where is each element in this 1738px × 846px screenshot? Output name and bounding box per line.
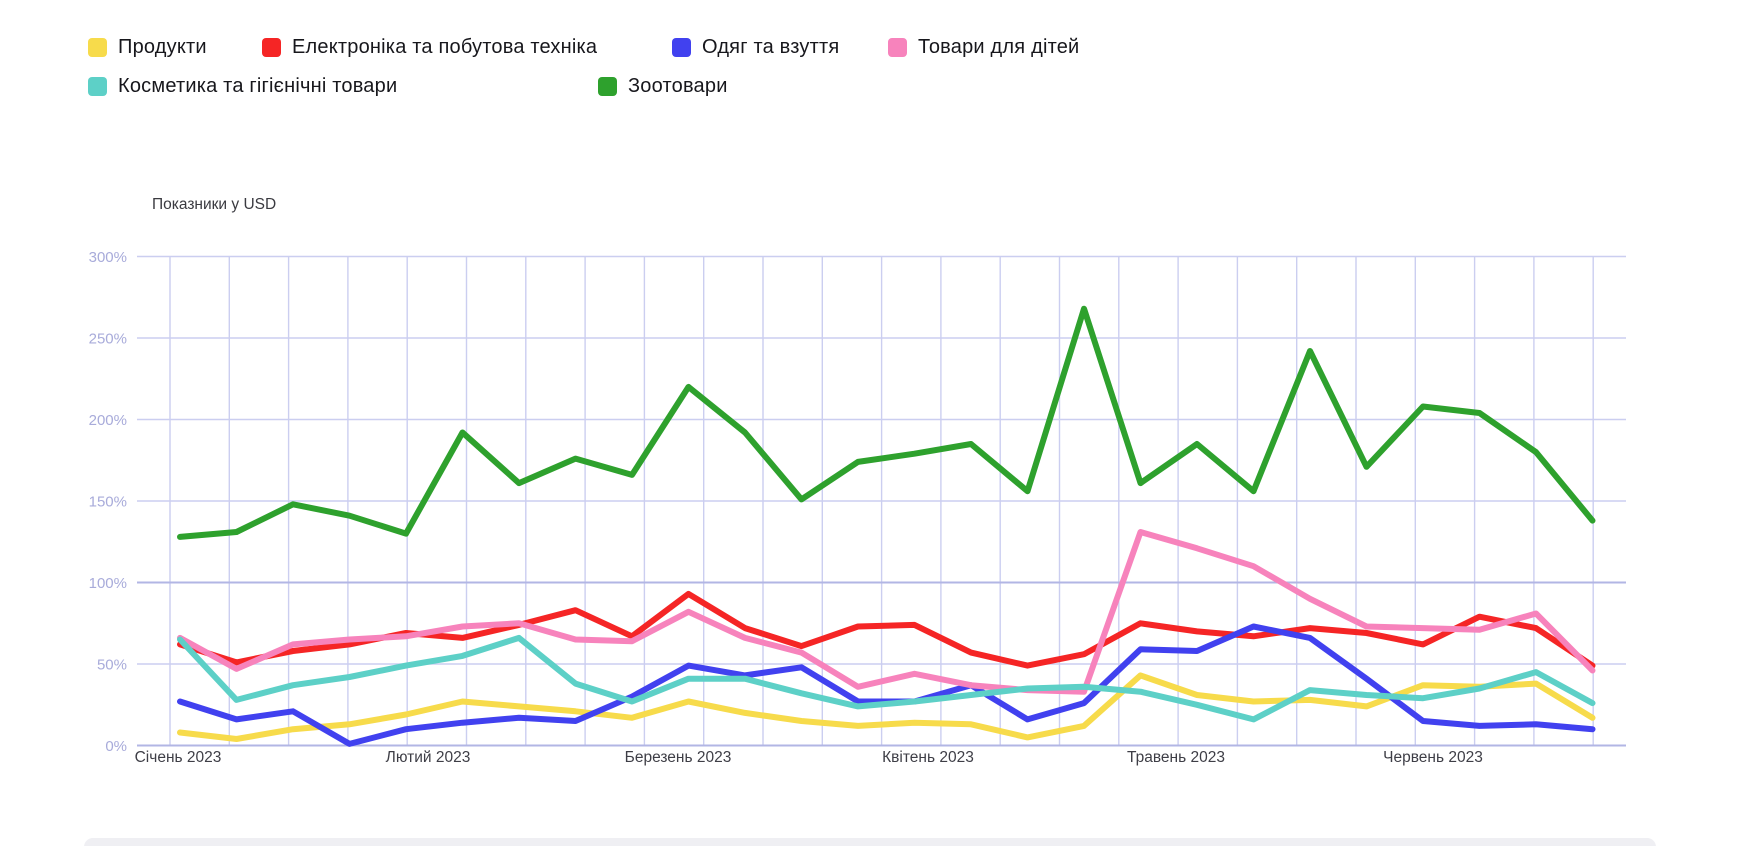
series-lines bbox=[177, 305, 1596, 747]
legend-item-pet_goods[interactable]: Зоотовари bbox=[598, 76, 728, 96]
legend-swatch-clothing bbox=[672, 37, 691, 57]
series-line-pet_goods[interactable] bbox=[177, 305, 1596, 540]
bottom-panel-edge bbox=[84, 838, 1656, 846]
legend-item-label: Одяг та взуття bbox=[702, 36, 840, 58]
legend-item-kids_goods[interactable]: Товари для дітей bbox=[888, 37, 1079, 57]
x-month-label: Квітень 2023 bbox=[882, 749, 974, 766]
x-month-label: Червень 2023 bbox=[1383, 749, 1483, 766]
legend-item-products[interactable]: Продукти bbox=[88, 37, 207, 57]
x-month-label: Березень 2023 bbox=[625, 749, 732, 766]
chart-title: Показники у USD bbox=[152, 196, 277, 213]
legend-swatch-kids_goods bbox=[888, 37, 907, 57]
y-tick-label: 0% bbox=[105, 738, 127, 755]
y-tick-label: 250% bbox=[89, 331, 127, 348]
legend-item-label: Продукти bbox=[118, 36, 207, 58]
y-axis-labels: 0% 50% 100% 150% 200% 250% 300% bbox=[89, 249, 127, 755]
legend-swatch-pet_goods bbox=[598, 76, 617, 96]
x-axis-labels: Січень 2023 Лютий 2023 Березень 2023 Квітен… bbox=[135, 749, 1483, 766]
y-tick-label: 300% bbox=[89, 249, 127, 266]
y-tick-label: 150% bbox=[89, 494, 127, 511]
y-tick-label: 50% bbox=[97, 657, 127, 674]
legend-item-electronics[interactable]: Електроніка та побутова техніка bbox=[262, 37, 597, 57]
legend-item-label: Товари для дітей bbox=[918, 36, 1080, 58]
legend-item-label: Електроніка та побутова техніка bbox=[292, 36, 598, 58]
legend-item-clothing[interactable]: Одяг та взуття bbox=[672, 37, 839, 57]
y-tick-label: 200% bbox=[89, 412, 127, 429]
series-line-cosmetics[interactable] bbox=[177, 634, 1596, 723]
legend-item-label: Косметика та гігієнічні товари bbox=[118, 75, 398, 97]
x-month-label: Лютий 2023 bbox=[386, 749, 471, 766]
legend-item-cosmetics[interactable]: Косметика та гігієнічні товари bbox=[88, 76, 397, 96]
legend-item-label: Зоотовари bbox=[628, 75, 728, 97]
series-line-products[interactable] bbox=[177, 672, 1596, 742]
y-tick-label: 100% bbox=[89, 575, 127, 592]
legend-swatch-products bbox=[88, 37, 107, 57]
legend-swatch-cosmetics bbox=[88, 76, 107, 96]
x-month-label: Травень 2023 bbox=[1127, 749, 1225, 766]
series-line-kids_goods[interactable] bbox=[177, 529, 1596, 695]
x-month-label: Січень 2023 bbox=[135, 749, 222, 766]
legend-swatch-electronics bbox=[262, 37, 281, 57]
